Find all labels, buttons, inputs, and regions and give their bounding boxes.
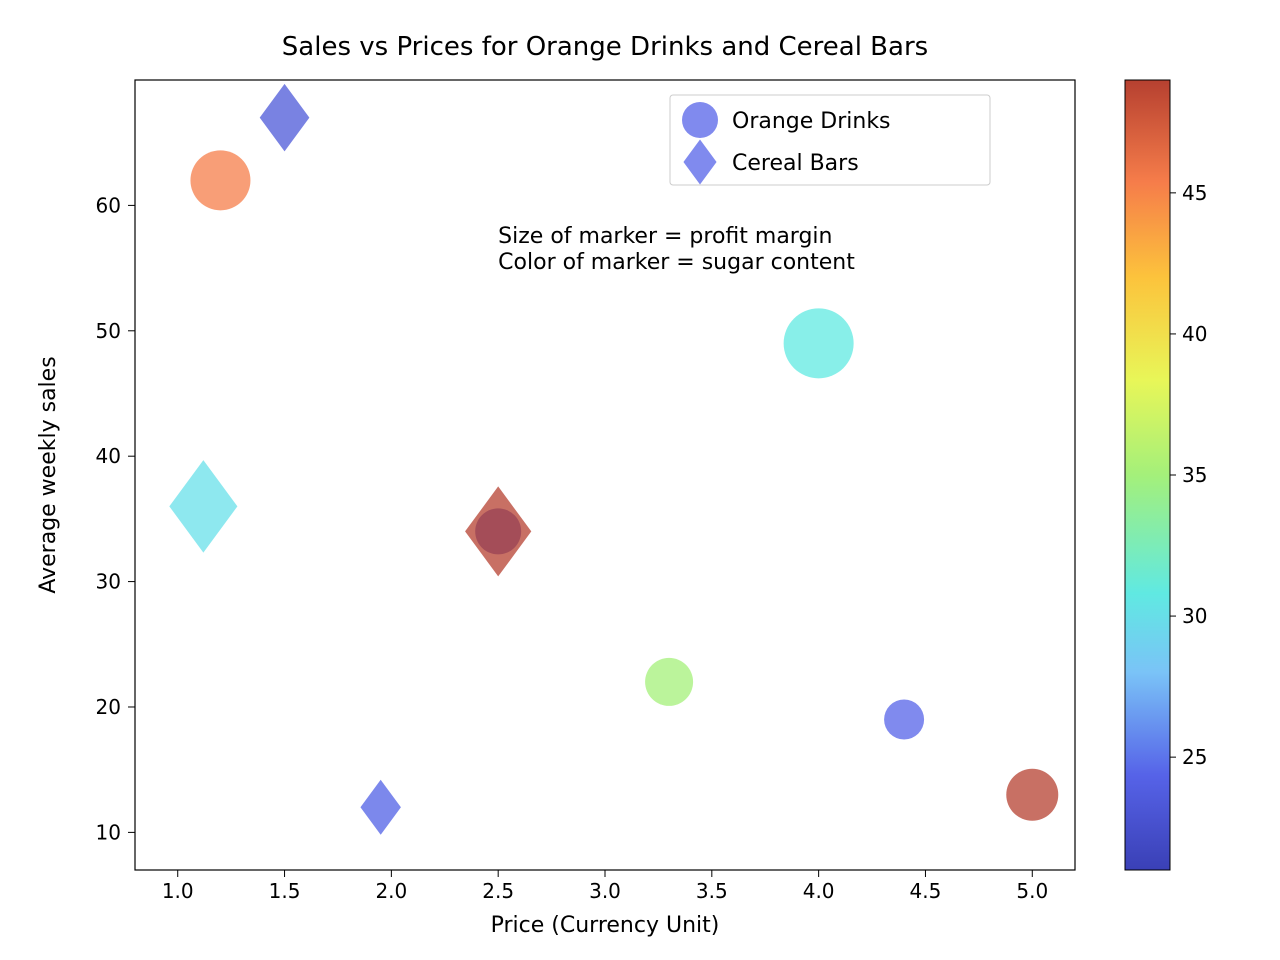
colorbar-tick-label: 25 [1182,745,1207,769]
data-point-circle [884,700,924,740]
scatter-chart: Sales vs Prices for Orange Drinks and Ce… [0,0,1280,960]
y-tick-label: 10 [96,820,121,844]
annotation-text: Size of marker = profit margin [498,224,832,249]
chart-title: Sales vs Prices for Orange Drinks and Ce… [282,32,928,62]
legend-label: Orange Drinks [732,109,891,134]
legend-label: Cereal Bars [732,151,859,176]
x-tick-label: 3.0 [589,879,621,903]
x-tick-label: 1.0 [162,879,194,903]
x-tick-label: 4.5 [910,879,942,903]
colorbar-tick-label: 30 [1182,604,1207,628]
x-tick-label: 5.0 [1016,879,1048,903]
plot-area [135,80,1075,870]
data-point-circle [784,308,854,378]
colorbar [1125,80,1170,870]
y-tick-label: 50 [96,319,121,343]
colorbar-tick-label: 40 [1182,322,1207,346]
y-axis-label: Average weekly sales [36,356,61,593]
y-tick-label: 40 [96,444,121,468]
x-tick-label: 4.0 [803,879,835,903]
legend-marker-circle [682,102,718,138]
y-tick-label: 30 [96,570,121,594]
colorbar-tick-label: 45 [1182,181,1207,205]
x-tick-label: 3.5 [696,879,728,903]
x-tick-label: 1.5 [269,879,301,903]
annotation-text: Color of marker = sugar content [498,250,855,275]
data-point-circle [645,658,693,706]
data-point-circle [190,150,250,210]
data-point-circle [1006,769,1058,821]
y-tick-label: 20 [96,695,121,719]
x-axis-label: Price (Currency Unit) [491,913,720,938]
x-tick-label: 2.5 [482,879,514,903]
x-tick-label: 2.0 [375,879,407,903]
chart-container: Sales vs Prices for Orange Drinks and Ce… [0,0,1280,960]
colorbar-tick-label: 35 [1182,463,1207,487]
y-tick-label: 60 [96,193,121,217]
